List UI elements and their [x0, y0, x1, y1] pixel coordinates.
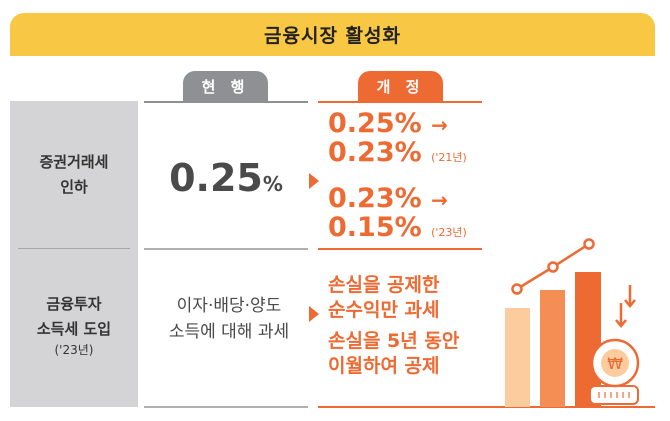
arrow-icon: → — [431, 113, 448, 137]
category-divider — [18, 248, 130, 249]
row1-revised-2023: 0.23% → 0.15% ('23년) — [328, 185, 467, 247]
bar-light — [505, 308, 530, 407]
arrow-right-icon — [309, 306, 319, 322]
row2-current-text: 이자·배당·양도 소득에 대해 과세 — [144, 293, 314, 345]
row1-label: 증권거래세 인하 — [10, 150, 138, 200]
revised-line-top — [318, 101, 482, 103]
row2-label-note: ('23년) — [54, 343, 94, 357]
arrow-right-icon — [309, 173, 319, 189]
bar-medium — [540, 290, 565, 407]
row2-current-line2: 소득에 대해 과세 — [168, 322, 290, 342]
trend-point — [511, 283, 523, 295]
coin-stack — [589, 385, 639, 405]
row2-revised-line2: 순수익만 과세 — [328, 299, 440, 321]
arrow-icon: → — [431, 188, 448, 212]
current-line-mid — [144, 248, 308, 250]
current-line-bottom — [144, 406, 308, 408]
down-arrows-icon — [615, 285, 636, 328]
revised-line-mid — [318, 248, 482, 250]
won-symbol: ₩ — [607, 354, 623, 373]
category-column — [10, 101, 138, 407]
current-tab: 현 행 — [183, 71, 268, 101]
row2-current-line1: 이자·배당·양도 — [176, 296, 282, 316]
row2-revised-line1: 손실을 공제한 — [328, 274, 440, 296]
year-note: ('21년) — [431, 151, 467, 164]
row2-revised-line4: 이월하여 공제 — [328, 355, 440, 377]
bar-chart-with-won-coin-icon: ₩ — [505, 238, 640, 407]
revised-line-bottom — [318, 406, 655, 408]
title-banner: 금융시장 활성화 — [10, 13, 655, 56]
bar-dark — [575, 272, 601, 407]
rate-from: 0.23% — [328, 183, 422, 214]
row1-current-unit: % — [262, 172, 283, 196]
trend-point — [547, 261, 559, 273]
current-line-top — [144, 101, 308, 103]
row1-current-value: 0.25% — [144, 156, 308, 200]
trend-point — [583, 238, 595, 250]
row2-revised-text: 손실을 공제한 순수익만 과세 손실을 5년 동안 이월하여 공제 — [328, 273, 459, 379]
row2-label-line2: 소득세 도입 — [36, 320, 112, 338]
row2-revised-line3: 손실을 5년 동안 — [328, 330, 460, 352]
row2-label-line1: 금융투자 — [46, 295, 102, 313]
row1-label-line1: 증권거래세 — [39, 153, 109, 171]
won-coin-inner — [601, 349, 629, 377]
row2-label: 금융투자 소득세 도입 ('23년) — [10, 292, 138, 358]
rate-from: 0.25% — [328, 108, 422, 139]
rate-to: 0.15% — [328, 212, 422, 243]
revised-tab: 개 정 — [358, 71, 443, 101]
year-note: ('23년) — [431, 226, 467, 239]
row1-label-line2: 인하 — [60, 178, 88, 196]
rate-to: 0.23% — [328, 137, 422, 168]
row1-revised-2021: 0.25% → 0.23% ('21년) — [328, 110, 467, 172]
row1-current-number: 0.25 — [169, 156, 263, 200]
